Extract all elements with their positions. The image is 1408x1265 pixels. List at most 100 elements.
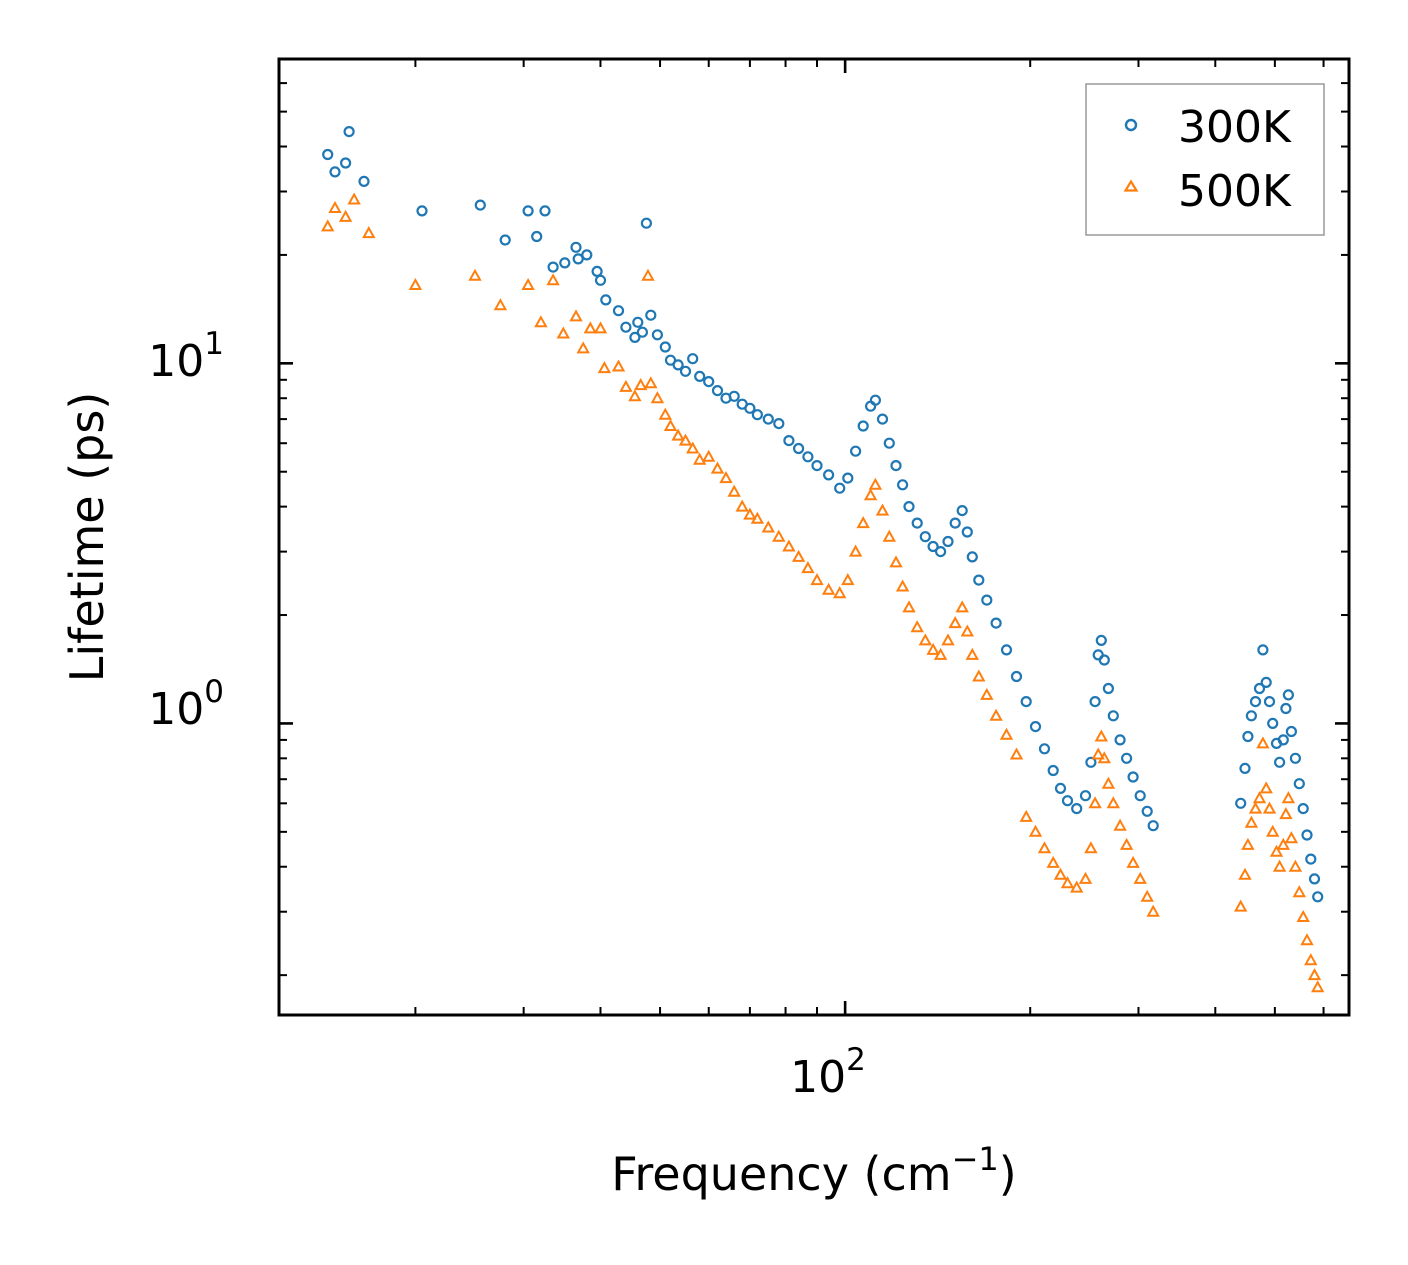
data-point-500k — [965, 647, 979, 660]
data-point-500k — [875, 503, 890, 516]
data-point-300k — [559, 257, 571, 269]
data-point-500k — [534, 315, 548, 328]
data-point-300k — [1071, 802, 1083, 815]
data-point-500k — [1281, 791, 1296, 804]
data-point-300k — [572, 253, 584, 265]
data-point-500k — [918, 633, 932, 646]
data-point-300k — [1085, 756, 1097, 768]
series-500k — [321, 192, 1325, 993]
data-point-300k — [744, 402, 756, 414]
data-point-300k — [522, 205, 534, 217]
data-point-300k — [703, 376, 715, 388]
data-point-300k — [539, 205, 551, 217]
data-point-300k — [811, 460, 823, 472]
legend-marker-500k — [1123, 179, 1139, 192]
data-point-300k — [890, 460, 902, 472]
data-point-300k — [1089, 695, 1101, 708]
data-point-300k — [1253, 682, 1266, 695]
data-point-300k — [1257, 644, 1269, 656]
data-point-500k — [933, 647, 948, 660]
data-point-500k — [1276, 837, 1290, 850]
data-point-300k — [1120, 752, 1133, 764]
legend: 300K 500K — [1085, 83, 1325, 236]
data-point-300k — [728, 390, 740, 402]
data-point-300k — [679, 365, 692, 377]
data-point-500k — [926, 642, 940, 655]
data-point-500k — [597, 361, 612, 374]
data-point-300k — [1297, 802, 1309, 815]
data-point-500k — [658, 407, 672, 420]
data-point-300k — [1020, 695, 1032, 708]
data-point-500k — [1091, 747, 1105, 760]
data-point-500k — [1140, 889, 1154, 902]
data-point-300k — [876, 413, 889, 425]
data-point-500k — [743, 507, 757, 520]
data-point-500k — [1259, 781, 1273, 794]
data-point-300k — [1038, 743, 1051, 755]
data-point-500k — [1106, 796, 1120, 809]
series-300k — [322, 126, 1324, 903]
data-point-500k — [1133, 871, 1147, 884]
data-point-300k — [896, 479, 909, 491]
data-point-500k — [772, 529, 786, 542]
data-point-500k — [1113, 818, 1127, 831]
data-point-500k — [1101, 776, 1116, 789]
data-point-300k — [640, 217, 653, 229]
data-point-300k — [1293, 778, 1305, 790]
data-point-300k — [1242, 730, 1254, 743]
data-point-300k — [645, 309, 657, 321]
data-point-300k — [1061, 795, 1074, 807]
data-point-500k — [761, 520, 775, 533]
data-point-500k — [1126, 855, 1140, 868]
data-point-500k — [856, 516, 870, 529]
data-point-500k — [628, 389, 642, 402]
data-point-500k — [1097, 751, 1111, 764]
data-point-500k — [848, 544, 863, 557]
data-point-500k — [895, 579, 910, 592]
data-point-500k — [863, 488, 878, 501]
data-point-500k — [593, 321, 608, 334]
data-point-300k — [1273, 756, 1286, 768]
data-point-300k — [849, 445, 862, 457]
data-point-500k — [671, 428, 685, 441]
data-point-300k — [1127, 771, 1139, 783]
data-point-300k — [1102, 682, 1115, 695]
data-point-300k — [659, 341, 671, 353]
data-point-500k — [1262, 801, 1277, 814]
data-point-500k — [719, 471, 733, 484]
data-point-300k — [1079, 790, 1092, 802]
data-point-300k — [869, 394, 882, 406]
data-point-500k — [1094, 729, 1108, 742]
data-point-500k — [1284, 831, 1299, 844]
legend-frame — [1085, 83, 1325, 236]
data-point-500k — [1256, 736, 1270, 749]
data-point-500k — [1300, 933, 1314, 946]
data-point-300k — [927, 540, 939, 553]
data-point-300k — [1267, 717, 1279, 730]
y-tick-label: 101 — [148, 326, 224, 387]
data-point-500k — [889, 555, 903, 568]
data-point-300k — [1308, 873, 1321, 885]
data-point-300k — [499, 234, 511, 246]
data-point-500k — [1241, 837, 1255, 850]
data-point-500k — [693, 452, 707, 465]
data-point-300k — [1305, 853, 1317, 865]
data-point-500k — [663, 418, 678, 431]
data-point-500k — [1037, 841, 1052, 854]
data-point-300k — [956, 505, 968, 517]
data-point-300k — [1047, 764, 1059, 777]
data-point-500k — [321, 219, 335, 232]
data-point-500k — [1252, 791, 1267, 804]
scatter-points — [321, 126, 1325, 993]
data-point-500k — [362, 226, 376, 239]
data-point-500k — [1288, 859, 1303, 872]
data-point-300k — [1029, 720, 1042, 733]
data-point-300k — [340, 157, 352, 169]
data-point-500k — [750, 511, 765, 524]
data-point-500k — [1244, 815, 1259, 828]
data-point-500k — [1009, 747, 1024, 760]
data-point-500k — [1304, 953, 1318, 966]
data-point-500k — [611, 359, 626, 372]
data-point-500k — [686, 441, 700, 454]
